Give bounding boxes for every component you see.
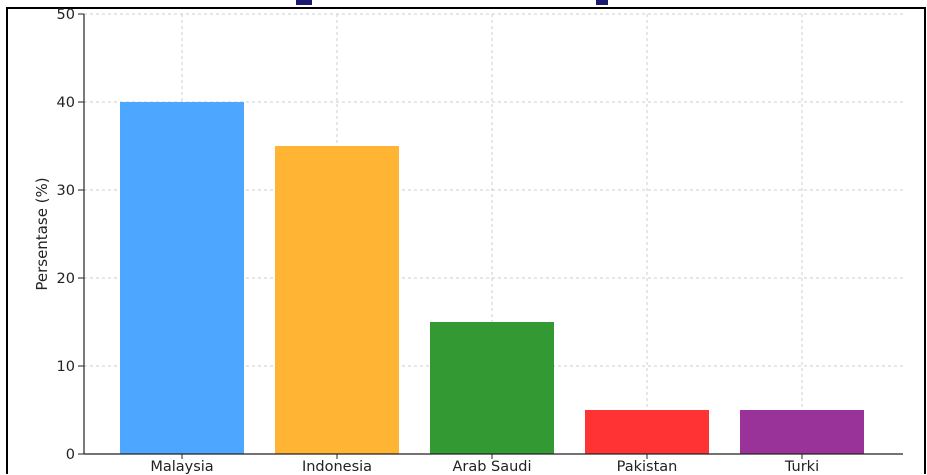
x-tick-label: Indonesia [302, 459, 372, 475]
figure-border [6, 7, 926, 474]
bar-pakistan [585, 410, 709, 454]
bar-malaysia [120, 102, 244, 454]
axes [78, 13, 903, 459]
y-tick-label: 40 [57, 95, 75, 111]
y-tick-label: 20 [57, 271, 75, 287]
y-tick-label: 50 [57, 7, 75, 23]
bar-arab-saudi [430, 322, 554, 454]
x-tick-label: Turki [784, 459, 819, 475]
x-tick-labels: Malaysia Indonesia Arab Saudi Pakistan Turki [150, 459, 819, 475]
y-tick-labels: 0 10 20 30 40 50 [57, 7, 75, 463]
title-glyph-fragment [596, 0, 608, 5]
title-fragment [296, 0, 608, 5]
y-tick-label: 10 [57, 359, 75, 375]
y-tick-label: 0 [66, 447, 75, 463]
bar-turki [740, 410, 864, 454]
x-tick-label: Arab Saudi [452, 459, 531, 475]
x-tick-label: Malaysia [150, 459, 213, 475]
title-glyph-fragment [296, 0, 312, 5]
y-tick-label: 30 [57, 183, 75, 199]
bars [120, 102, 864, 454]
x-tick-label: Pakistan [617, 459, 678, 475]
bar-indonesia [275, 146, 399, 454]
y-axis-label: Persentase (%) [33, 177, 51, 290]
